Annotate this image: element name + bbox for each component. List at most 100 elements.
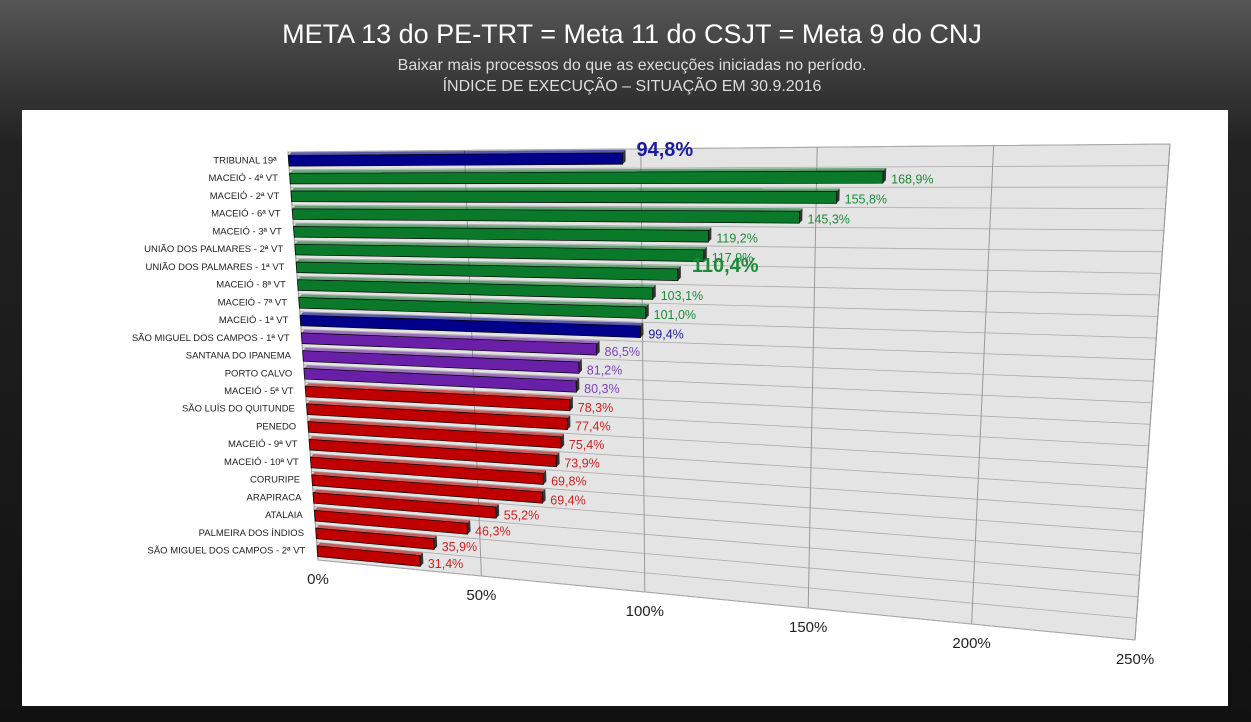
x-tick-label: 50% <box>466 587 496 604</box>
bar-end <box>556 452 560 467</box>
bar-end <box>576 377 580 393</box>
y-tick-label: PALMEIRA DOS ÍNDIOS <box>199 528 304 539</box>
bar-end <box>467 520 471 535</box>
bar-top <box>315 525 437 539</box>
row-line <box>300 329 1155 361</box>
row-line <box>316 541 1137 619</box>
row-line <box>289 165 1169 171</box>
value-label: 155,8% <box>845 193 887 207</box>
bar-end <box>882 168 887 184</box>
row-line <box>303 364 1152 404</box>
bar-end <box>596 340 600 356</box>
row-line <box>308 435 1146 490</box>
bar-end <box>433 535 438 550</box>
bar <box>299 314 641 338</box>
row-line <box>315 524 1139 598</box>
value-label: 103,1% <box>661 289 703 303</box>
row-line <box>295 258 1161 274</box>
y-tick-label: SÃO MIGUEL DOS CAMPOS - 1ª VT <box>132 333 290 344</box>
value-label: 55,2% <box>504 508 539 522</box>
value-label: 46,3% <box>475 524 510 538</box>
bar-top <box>301 329 600 344</box>
value-label: 117,9% <box>712 251 753 265</box>
row-line <box>287 143 1171 153</box>
bar <box>303 368 577 393</box>
y-tick-label: TRIBUNAL 19ª <box>213 155 277 166</box>
x-tick-label: 200% <box>952 635 990 652</box>
bar-end <box>652 284 656 300</box>
bar-top <box>317 542 423 556</box>
bar-end <box>567 415 571 430</box>
bar-top <box>306 400 571 419</box>
x-tick-label: 0% <box>307 571 329 588</box>
row-line <box>310 453 1145 511</box>
bar <box>310 456 544 485</box>
bar-end <box>677 265 681 281</box>
bar-end <box>419 552 424 567</box>
value-label: 119,2% <box>716 232 757 246</box>
x-tick-label: 150% <box>789 619 827 636</box>
value-label: 78,3% <box>578 401 613 415</box>
bar <box>316 545 421 567</box>
bar-top <box>310 454 547 474</box>
bar-end <box>495 504 500 519</box>
bar-top <box>311 471 546 492</box>
value-label: 35,9% <box>442 540 477 554</box>
y-tick-label: MACEIÓ - 9ª VT <box>228 439 298 450</box>
y-tick-label: SÃO MIGUEL DOS CAMPOS - 2ª VT <box>148 546 306 557</box>
y-tick-label: ARAPIRACA <box>247 492 303 503</box>
subtitle: ÍNDICE DE EXECUÇÃO – SITUAÇÃO EM 30.9.20… <box>443 75 822 95</box>
row-line <box>298 293 1158 317</box>
y-tick-label: ATALAIA <box>265 510 303 521</box>
chart-title: META 13 do PE-TRT = Meta 11 do CSJT = Me… <box>282 19 982 49</box>
value-label: 75,4% <box>569 438 604 452</box>
bar <box>293 226 709 243</box>
bar-top <box>290 188 840 192</box>
bar-end <box>622 149 626 165</box>
bar-top <box>294 241 707 250</box>
value-label: 145,3% <box>808 213 850 227</box>
bar-top <box>289 168 887 174</box>
bar-end <box>645 303 649 319</box>
bar <box>300 332 598 356</box>
bar-top <box>302 347 582 362</box>
bar <box>291 208 800 224</box>
bar-top <box>298 294 649 307</box>
bar <box>315 527 435 550</box>
bar <box>306 403 568 430</box>
bar <box>297 279 654 300</box>
value-label: 73,9% <box>564 457 599 471</box>
bar <box>308 439 557 468</box>
y-tick-label: MACEIÓ - 5ª VT <box>224 386 294 397</box>
bar <box>295 261 679 281</box>
bar-top <box>288 149 626 156</box>
row-line <box>293 222 1164 231</box>
row-line <box>317 559 1136 641</box>
bar-top <box>314 507 471 524</box>
row-line <box>294 240 1163 253</box>
bar-top <box>293 223 712 231</box>
grid-line <box>640 148 646 593</box>
bar <box>313 509 468 535</box>
grid-line <box>1134 143 1171 641</box>
bar-end <box>578 359 582 374</box>
bar-top <box>303 365 580 381</box>
bar-end <box>836 188 840 204</box>
bar-top <box>313 489 499 507</box>
y-tick-label: MACEIÓ - 4ª VT <box>208 173 278 184</box>
bar-end <box>703 246 707 262</box>
value-label: 110,4% <box>692 255 759 277</box>
bar-top <box>300 312 644 326</box>
grid-line <box>807 147 818 609</box>
y-tick-label: SANTANA DO IPANEMA <box>186 351 292 362</box>
row-line <box>304 382 1151 425</box>
bar <box>312 492 497 519</box>
bar <box>298 297 647 319</box>
grid-line <box>971 145 995 625</box>
bar-end <box>542 489 546 504</box>
bar <box>307 421 562 449</box>
y-tick-label: MACEIÓ - 1ª VT <box>219 315 289 326</box>
y-tick-label: MACEIÓ - 3ª VT <box>212 226 282 237</box>
